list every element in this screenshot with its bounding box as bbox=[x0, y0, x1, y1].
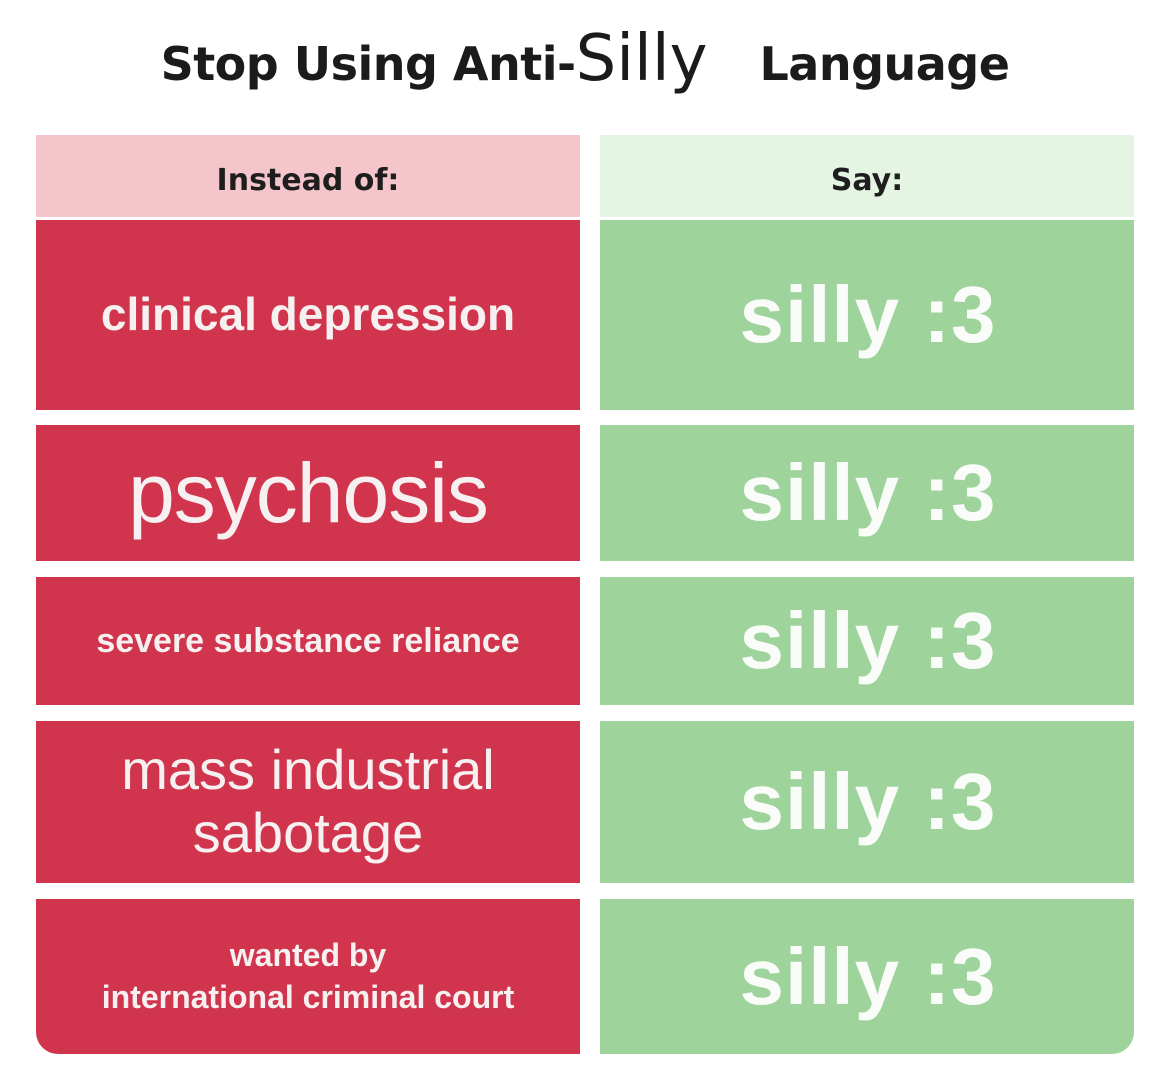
instead-cell-clinical-depression: clinical depression bbox=[36, 220, 580, 410]
say-text: silly :3 bbox=[739, 270, 997, 359]
header-say-label: Say: bbox=[830, 162, 904, 198]
title-word-silly: Silly bbox=[575, 22, 708, 96]
instead-text: clinical depression bbox=[100, 288, 516, 341]
title-part-1: Stop Using Anti- bbox=[160, 37, 577, 91]
page-title: Stop Using Anti-Silly Language bbox=[0, 22, 1170, 122]
header-say: Say: bbox=[600, 135, 1134, 217]
instead-text-line1: wanted by bbox=[229, 936, 387, 973]
say-cell-1: silly :3 bbox=[600, 220, 1134, 410]
instead-text-line2: sabotage bbox=[192, 801, 424, 864]
instead-cell-psychosis: psychosis bbox=[36, 425, 580, 561]
say-cell-2: silly :3 bbox=[600, 425, 1134, 561]
say-cell-3: silly :3 bbox=[600, 577, 1134, 705]
instead-text: severe substance reliance bbox=[96, 621, 520, 660]
instead-cell-icc: wanted by international criminal court bbox=[36, 899, 580, 1054]
say-text: silly :3 bbox=[739, 596, 997, 685]
instead-text: psychosis bbox=[128, 445, 489, 540]
instead-text-line2: international criminal court bbox=[101, 978, 515, 1015]
say-cell-4: silly :3 bbox=[600, 721, 1134, 883]
instead-text-line1: mass industrial bbox=[121, 738, 495, 802]
instead-cell-substance: severe substance reliance bbox=[36, 577, 580, 705]
say-text: silly :3 bbox=[739, 448, 997, 537]
say-text: silly :3 bbox=[739, 757, 997, 846]
comparison-table: Instead of: Say: clinical depression sil… bbox=[36, 135, 1134, 1054]
header-instead-of: Instead of: bbox=[36, 135, 580, 217]
instead-cell-sabotage: mass industrial sabotage bbox=[36, 721, 580, 883]
say-cell-5: silly :3 bbox=[600, 899, 1134, 1054]
say-text: silly :3 bbox=[739, 931, 997, 1021]
title-part-3: Language bbox=[759, 37, 1010, 91]
header-instead-of-label: Instead of: bbox=[216, 162, 400, 198]
